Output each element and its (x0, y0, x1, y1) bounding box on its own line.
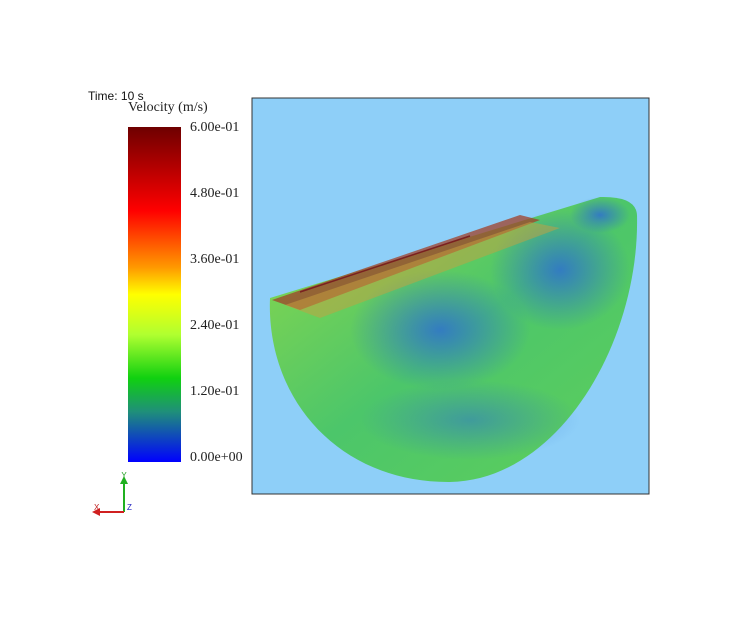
axis-triad: Y X Z (92, 471, 132, 516)
colorbar-title: Velocity (m/s) (128, 100, 208, 115)
triad-x: X (94, 503, 100, 512)
colorbar-label: 0.00e+00 (190, 450, 243, 465)
colorbar-label: 3.60e-01 (190, 252, 239, 267)
colorbar (128, 127, 181, 462)
velocity-field (269, 196, 638, 483)
triad-z: Z (127, 503, 132, 512)
colorbar-label: 6.00e-01 (190, 120, 239, 135)
colorbar-label: 4.80e-01 (190, 186, 239, 201)
colorbar-label: 2.40e-01 (190, 318, 239, 333)
colorbar-label: 1.20e-01 (190, 384, 239, 399)
triad-y: Y (121, 471, 127, 480)
time-label: Time: 10 s (88, 89, 144, 103)
colorbar-labels: 6.00e-01 4.80e-01 3.60e-01 2.40e-01 1.20e-01… (190, 120, 243, 465)
